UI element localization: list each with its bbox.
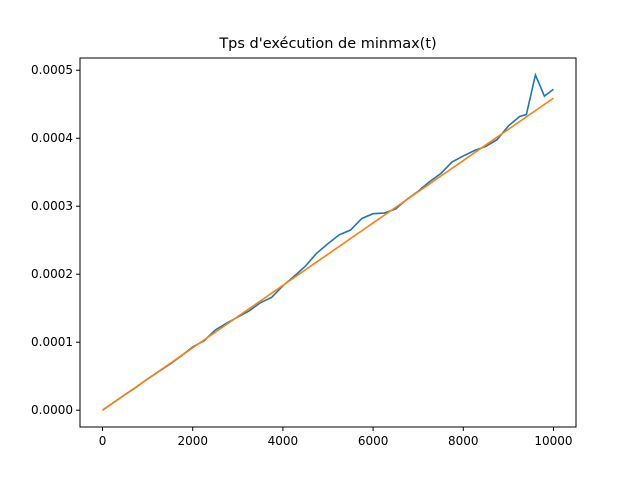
chart-title: Tps d'exécution de minmax(t): [218, 36, 436, 52]
x-tick-label: 2000: [177, 434, 208, 448]
y-tick-label: 0.0002: [31, 267, 73, 281]
y-tick-label: 0.0000: [31, 403, 73, 417]
y-tick-label: 0.0001: [31, 335, 73, 349]
x-tick-label: 10000: [534, 434, 572, 448]
x-tick-label: 6000: [358, 434, 389, 448]
y-tick-label: 0.0003: [31, 199, 73, 213]
y-tick-label: 0.0004: [31, 131, 73, 145]
y-tick-label: 0.0005: [31, 63, 73, 77]
x-tick-label: 8000: [448, 434, 479, 448]
x-tick-label: 4000: [268, 434, 299, 448]
plot-frame: [79, 57, 577, 428]
x-tick-label: 0: [99, 434, 107, 448]
series-line: [102, 97, 554, 411]
